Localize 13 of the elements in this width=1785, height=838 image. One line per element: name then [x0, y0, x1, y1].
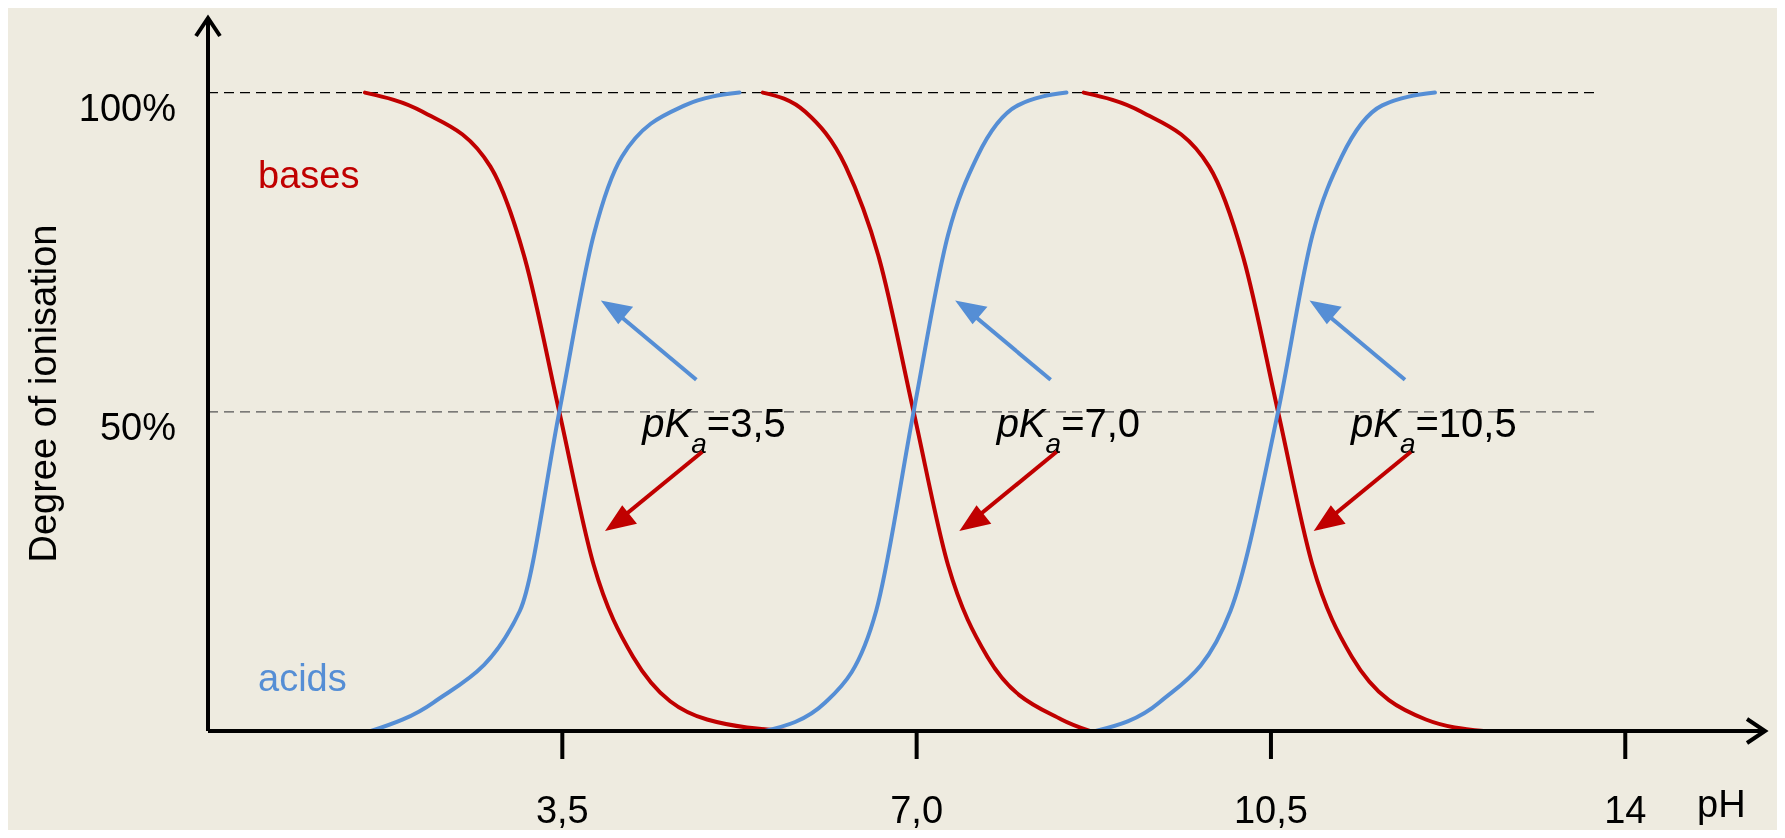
annotation: pK$_{a}$=7,0 [995, 400, 1141, 459]
series-label: acids [258, 657, 347, 699]
y-tick-label: 50% [99, 405, 176, 448]
annotation: pK$_{a}$=10,5 [1349, 400, 1517, 459]
y-tick-label: 100% [78, 86, 176, 129]
annotation: pK$_{a}$=3,5 [641, 400, 786, 459]
x-tick-label: 10,5 [1233, 789, 1308, 831]
x-tick-label: 7,0 [890, 789, 944, 831]
x-axis-title: pH [1697, 783, 1746, 825]
series-label: bases [258, 153, 360, 196]
x-tick-label: 14 [1604, 789, 1647, 831]
y-axis-title: Degree of ionisation [22, 224, 64, 563]
x-tick-label: 3,5 [535, 789, 589, 831]
